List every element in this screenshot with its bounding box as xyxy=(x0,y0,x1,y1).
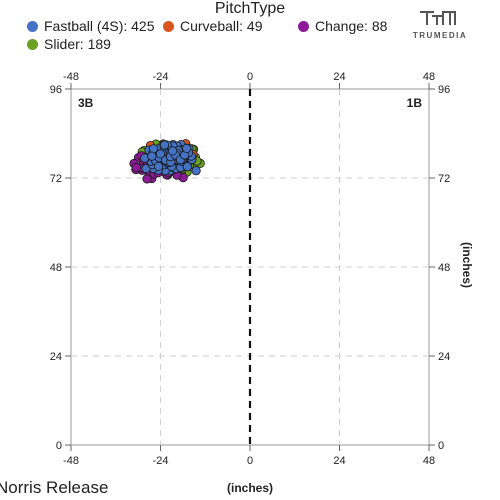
series-0 xyxy=(140,140,201,176)
footer-title: Norris Release xyxy=(0,478,109,497)
y-tick-label-right-4: 96 xyxy=(438,84,450,96)
y-tick-label-right-0: 0 xyxy=(438,440,444,452)
legend-label-fastball: Fastball (4S): 425 xyxy=(44,18,155,34)
legend-title: PitchType xyxy=(214,0,286,17)
scatter-point xyxy=(191,166,201,176)
scatter-point xyxy=(142,174,152,184)
x-tick-label-top-1: -24 xyxy=(153,71,169,83)
legend-dot-fastball xyxy=(27,21,38,32)
legend-item-curveball[interactable]: Curveball: 49 xyxy=(163,18,263,34)
y-tick-label-right-1: 24 xyxy=(438,351,450,363)
trumedia-logo-icon xyxy=(420,11,456,25)
x-tick-label-bottom-2: 0 xyxy=(247,455,253,467)
corner-label-1b: 1B xyxy=(407,96,423,110)
x-tick-label-top-2: 0 xyxy=(247,71,253,83)
legend-item-slider[interactable]: Slider: 189 xyxy=(27,36,111,52)
corner-label-3b: 3B xyxy=(78,96,94,110)
trumedia-wordmark: TRUMEDIA xyxy=(412,31,468,40)
x-axis-label: (inches) xyxy=(226,481,273,495)
y-tick-label-left-0: 0 xyxy=(56,440,62,452)
y-axis-label: (inches) xyxy=(460,241,474,288)
y-tick-label-left-1: 24 xyxy=(50,351,62,363)
x-tick-label-bottom-4: 48 xyxy=(423,455,435,467)
y-tick-label-left-4: 96 xyxy=(50,84,62,96)
legend-item-fastball[interactable]: Fastball (4S): 425 xyxy=(27,18,155,34)
legend-label-change: Change: 88 xyxy=(315,18,388,34)
x-tick-label-bottom-3: 24 xyxy=(333,455,345,467)
y-tick-label-left-2: 48 xyxy=(50,262,62,274)
scatter-point xyxy=(131,162,141,172)
scatter-point xyxy=(147,151,157,161)
legend-dot-curveball xyxy=(163,21,174,32)
legend-item-change[interactable]: Change: 88 xyxy=(298,18,387,34)
scatter-point xyxy=(168,146,178,156)
scatter-point xyxy=(182,143,192,153)
x-tick-label-top-3: 24 xyxy=(333,71,345,83)
scatter-point xyxy=(155,149,165,159)
x-tick-label-top-0: -48 xyxy=(63,71,79,83)
y-tick-label-left-3: 72 xyxy=(50,173,62,185)
y-tick-label-right-3: 72 xyxy=(438,173,450,185)
y-tick-label-right-2: 48 xyxy=(438,262,450,274)
scatter-point xyxy=(154,161,164,171)
scatter-point xyxy=(182,162,192,172)
x-tick-label-bottom-1: -24 xyxy=(153,455,169,467)
legend-label-curveball: Curveball: 49 xyxy=(180,18,263,34)
scatter-point xyxy=(159,140,170,150)
legend-dot-slider xyxy=(27,39,38,50)
trumedia-logo: TRUMEDIA xyxy=(400,10,480,40)
x-tick-label-top-4: 48 xyxy=(423,71,435,83)
legend-dot-change xyxy=(298,21,309,32)
legend-label-slider: Slider: 189 xyxy=(44,36,111,52)
x-tick-label-bottom-0: -48 xyxy=(63,455,79,467)
